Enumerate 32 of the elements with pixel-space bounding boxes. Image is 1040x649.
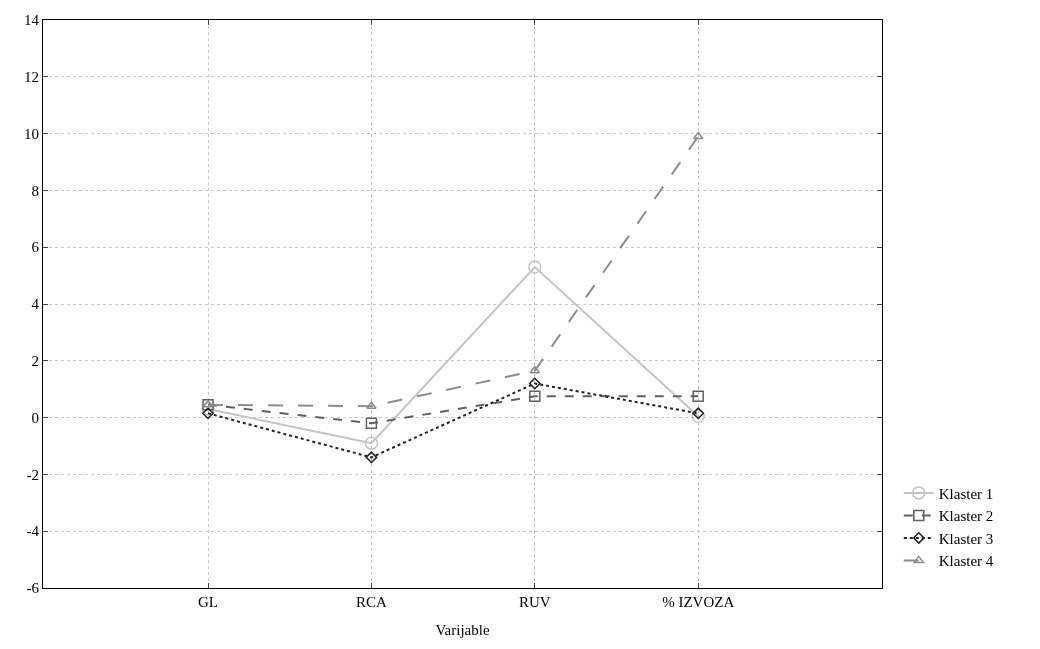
point (692, 131, 704, 140)
legend-label: Klaster 1 (938, 485, 994, 502)
point (364, 436, 379, 450)
y-tick-label: 4 (31, 296, 40, 313)
point (529, 365, 541, 374)
legend-label: Klaster 3 (938, 530, 994, 547)
point (528, 377, 541, 390)
legend-label: Klaster 2 (938, 508, 994, 525)
x-axis-title: Varijable (435, 622, 490, 638)
y-tick-label: 0 (31, 409, 39, 426)
point (528, 260, 542, 274)
y-tick-label: 12 (24, 69, 39, 86)
point (201, 402, 215, 416)
x-tick-label: % IZVOZA (662, 594, 735, 610)
point (365, 451, 378, 464)
y-tick-label: 10 (24, 125, 39, 142)
point (365, 417, 378, 430)
y-tick-label: 6 (31, 239, 40, 256)
x-tick-label: RUV (518, 594, 551, 610)
y-tick-label: -6 (26, 580, 40, 597)
x-tick-label: RCA (355, 594, 387, 610)
point (202, 407, 214, 420)
x-tick-label: GL (198, 594, 219, 610)
y-tick-label: 14 (24, 12, 40, 29)
y-tick-label: 8 (31, 182, 39, 199)
legend-label: Klaster 4 (938, 553, 994, 570)
point (529, 390, 541, 403)
point (692, 390, 704, 403)
y-tick-label: -2 (26, 466, 39, 483)
point (366, 401, 377, 409)
y-tick-label: -4 (26, 523, 40, 540)
y-tick-label: 2 (31, 353, 39, 370)
